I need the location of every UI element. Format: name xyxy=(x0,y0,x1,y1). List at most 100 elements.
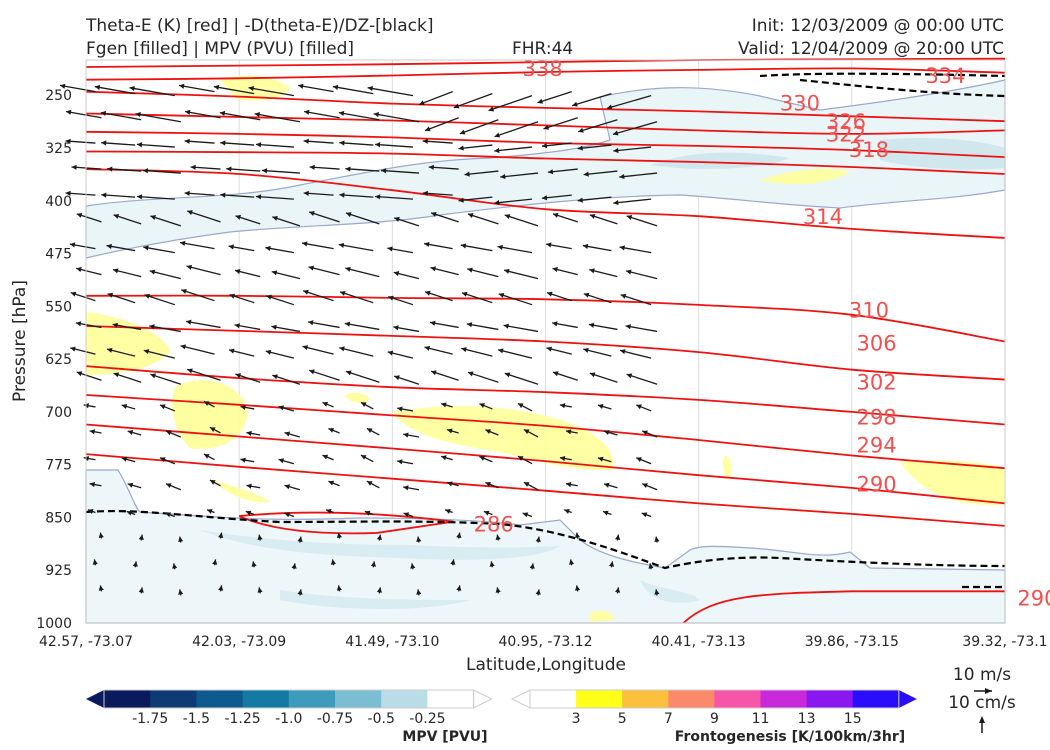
wind-arrowhead xyxy=(235,373,242,379)
wind-arrowhead xyxy=(547,169,554,175)
mpv-colorbar-segment xyxy=(104,690,151,708)
wind-arrow xyxy=(344,322,380,331)
wind-arrowhead xyxy=(265,349,272,355)
wind-arrowhead xyxy=(376,587,383,593)
y-tick-label: 700 xyxy=(45,405,72,421)
wind-arrowhead xyxy=(165,483,172,489)
wind-arrow xyxy=(626,373,658,385)
wind-arrowhead xyxy=(559,455,566,462)
wind-arrowhead xyxy=(220,192,226,198)
wind-arrow xyxy=(460,244,493,252)
wind-arrowhead xyxy=(394,216,400,222)
wind-arrowhead xyxy=(387,350,394,356)
wind-arrowhead xyxy=(552,267,558,273)
wind-arrowhead xyxy=(303,138,309,144)
wind-arrow xyxy=(620,294,652,306)
wind-arrowhead xyxy=(226,166,232,172)
wind-arrowhead xyxy=(284,431,291,437)
init-time: Init: 12/03/2009 @ 00:00 UTC xyxy=(752,16,1004,36)
wind-arrowhead xyxy=(431,370,437,376)
x-tick-label: 39.86, -73.15 xyxy=(805,634,899,650)
mpv-colorbar-tick: -0.25 xyxy=(409,711,445,727)
y-tick-label: 550 xyxy=(45,299,72,315)
wind-arrow xyxy=(308,369,340,381)
wind-arrowhead xyxy=(364,510,371,516)
x-tick-label: 39.32, -73.1 xyxy=(962,634,1047,650)
wind-arrow xyxy=(619,172,658,178)
wind-arrowhead xyxy=(126,510,133,516)
mpv-colorbar-segment xyxy=(381,690,428,708)
wind-arrow xyxy=(613,198,652,204)
mpv-region-lower-core xyxy=(200,530,700,609)
wind-arrowhead xyxy=(271,324,277,330)
wind-arrow xyxy=(625,270,658,280)
wind-arrowhead xyxy=(626,269,632,275)
wind-arrowhead xyxy=(284,512,291,518)
quiver-key-horizontal-label: 10 m/s xyxy=(953,665,1011,685)
wind-arrowhead xyxy=(393,271,400,277)
wind-arrowhead xyxy=(606,104,613,110)
wind-arrow xyxy=(424,117,459,132)
wind-arrowhead xyxy=(240,404,246,410)
wind-arrowhead xyxy=(583,171,589,177)
x-tick-label: 41.49, -73.10 xyxy=(345,634,439,650)
wind-arrowhead xyxy=(298,83,304,89)
wind-arrowhead xyxy=(220,140,226,146)
wind-arrow xyxy=(178,84,215,93)
wind-arrow xyxy=(504,214,539,227)
wind-arrowhead xyxy=(636,404,642,410)
theta-e-contour-label: 338 xyxy=(523,57,563,81)
wind-arrowhead xyxy=(523,482,530,487)
wind-arrowhead xyxy=(159,457,166,463)
stability-zero-contour xyxy=(759,72,1006,98)
forecast-hour: FHR:44 xyxy=(512,39,573,59)
wind-arrowhead xyxy=(461,347,467,353)
mpv-colorbar-segment xyxy=(335,690,382,708)
mpv-colorbar-title: MPV [PVU] xyxy=(402,729,487,745)
wind-arrowhead xyxy=(393,325,399,331)
wind-arrowhead xyxy=(565,481,572,488)
frontogenesis-fill-layer xyxy=(86,75,1005,622)
wind-arrowhead xyxy=(537,98,544,104)
theta-e-contour xyxy=(85,294,1006,343)
wind-arrow xyxy=(464,170,499,176)
wind-arrowhead xyxy=(626,373,633,379)
wind-arrowhead xyxy=(541,143,548,149)
wind-arrow xyxy=(219,111,261,121)
wind-arrow xyxy=(101,142,136,146)
wind-arrowhead xyxy=(207,509,213,514)
wind-arrow xyxy=(220,142,255,146)
theta-e-contour-label: 314 xyxy=(803,205,843,229)
x-tick-label: 40.41, -73.13 xyxy=(652,634,746,650)
wind-arrowhead xyxy=(180,240,186,246)
wind-arrowhead xyxy=(344,321,351,327)
wind-arrow xyxy=(150,373,182,385)
wind-arrowhead xyxy=(59,83,66,89)
wind-arrow xyxy=(226,168,261,172)
theta-e-contour-label: 318 xyxy=(849,138,889,162)
wind-arrow xyxy=(339,194,374,198)
wind-arrowhead xyxy=(574,585,581,591)
wind-arrowhead xyxy=(322,454,329,460)
wind-arrow xyxy=(345,168,380,172)
wind-arrowhead xyxy=(636,457,642,463)
wind-arrowhead xyxy=(547,291,553,297)
wind-arrowhead xyxy=(209,427,216,432)
wind-arrow xyxy=(375,143,414,148)
wind-arrow xyxy=(498,293,533,306)
theta-e-contour xyxy=(85,90,1006,123)
theta-e-contour-label: 298 xyxy=(857,406,897,430)
wind-arrowhead xyxy=(291,563,297,569)
fgen-region xyxy=(172,380,248,449)
wind-arrowhead xyxy=(494,147,500,154)
wind-arrowhead xyxy=(430,320,436,326)
wind-arrow xyxy=(339,291,374,304)
wind-arrow xyxy=(143,349,175,359)
theta-e-contour-label: 326 xyxy=(826,110,866,134)
wind-arrow xyxy=(255,195,294,200)
wind-arrow xyxy=(308,211,340,223)
wind-arrow xyxy=(500,172,539,178)
wind-arrowhead xyxy=(136,194,143,200)
wind-arrowhead xyxy=(577,145,583,151)
